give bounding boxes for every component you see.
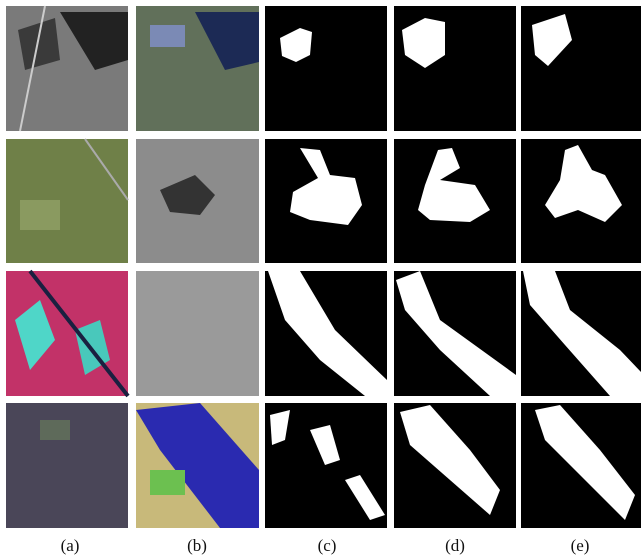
figure: (a) (b) (c) (d) (e) [0, 0, 641, 557]
panel-labels: (a) (b) (c) (d) (e) [61, 536, 590, 555]
row-2 [6, 139, 641, 263]
panel-label: (d) [445, 536, 465, 555]
image-region [40, 420, 70, 440]
panel-label: (b) [187, 536, 207, 555]
image-region [20, 200, 60, 230]
row-1 [6, 6, 641, 131]
panel-label: (c) [318, 536, 337, 555]
image-tile [136, 271, 259, 396]
image-region [150, 25, 185, 47]
panel-label: (e) [571, 536, 590, 555]
mask-tile [265, 6, 387, 131]
row-3 [6, 271, 641, 396]
panel-label: (a) [61, 536, 80, 555]
image-region [150, 470, 185, 495]
row-4 [6, 403, 641, 528]
